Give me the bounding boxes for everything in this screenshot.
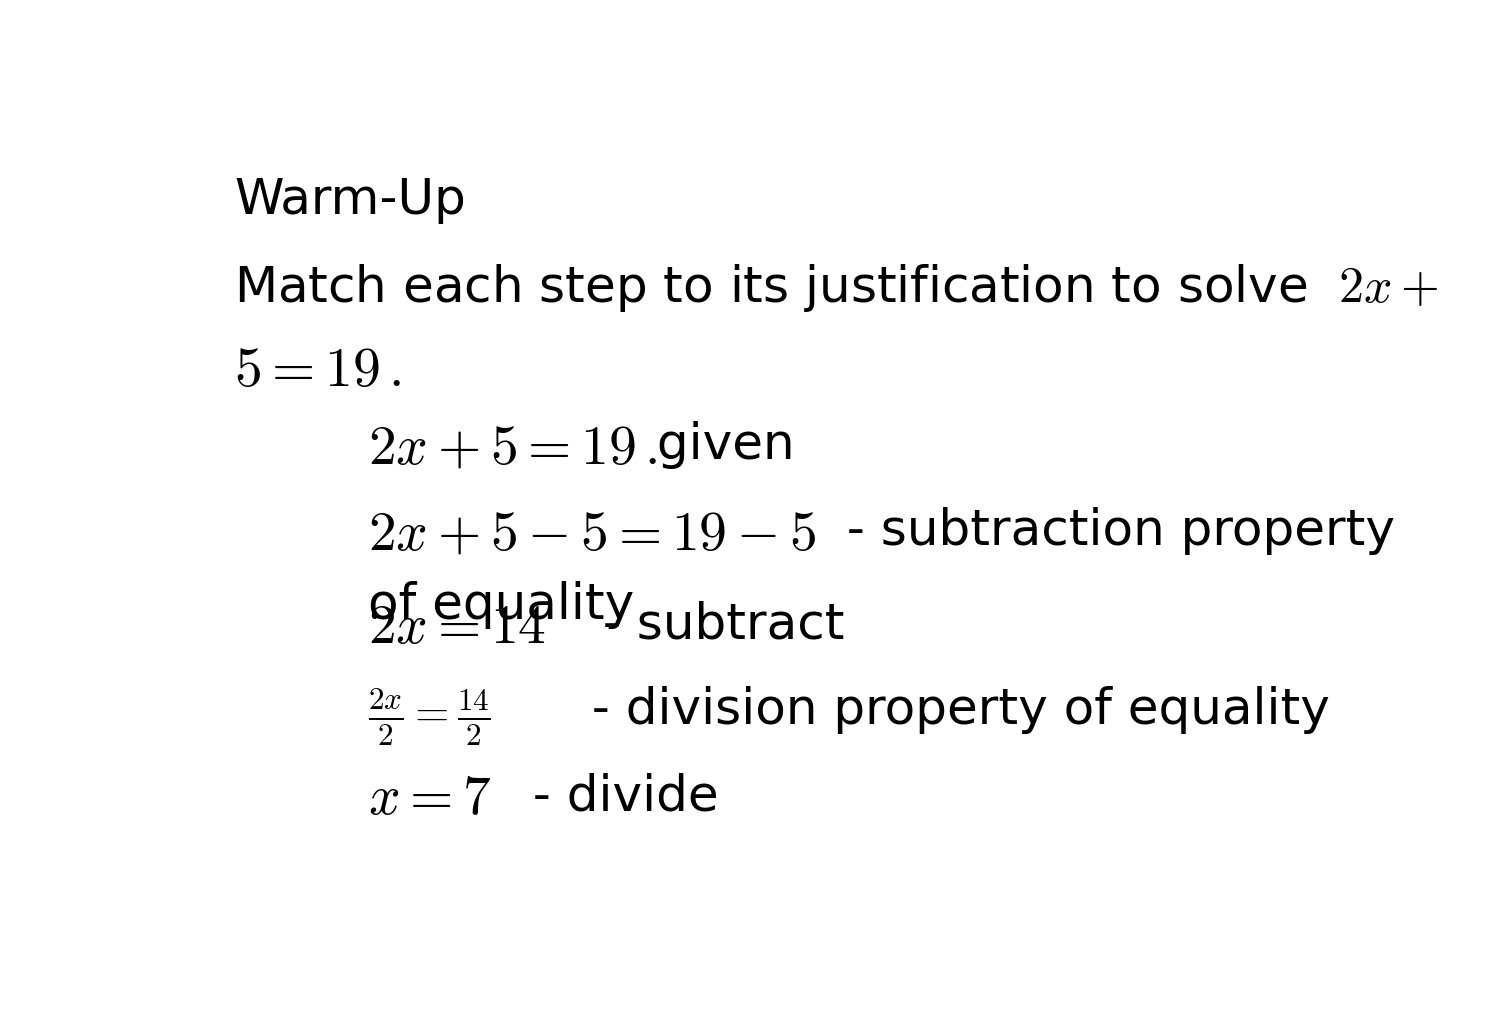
Text: $\frac{2x}{2}=\frac{14}{2}$: $\frac{2x}{2}=\frac{14}{2}$ bbox=[368, 685, 490, 748]
Text: $2x+5=19\,.$: $2x+5=19\,.$ bbox=[368, 421, 657, 475]
Text: - subtraction property: - subtraction property bbox=[816, 507, 1395, 555]
Text: $x=7$: $x=7$ bbox=[368, 771, 490, 825]
Text: - divide: - divide bbox=[501, 771, 718, 819]
Text: - division property of equality: - division property of equality bbox=[560, 685, 1329, 734]
Text: $5=19\,.$: $5=19\,.$ bbox=[234, 343, 400, 397]
Text: of equality: of equality bbox=[368, 580, 634, 629]
Text: Warm-Up: Warm-Up bbox=[234, 176, 466, 223]
Text: $2x+5-5=19-5$: $2x+5-5=19-5$ bbox=[368, 507, 816, 561]
Text: given: given bbox=[640, 421, 795, 469]
Text: - subtract: - subtract bbox=[572, 601, 844, 648]
Text: $2x=14$: $2x=14$ bbox=[368, 601, 546, 654]
Text: Match each step to its justification to solve $\ 2x+$: Match each step to its justification to … bbox=[234, 262, 1438, 313]
